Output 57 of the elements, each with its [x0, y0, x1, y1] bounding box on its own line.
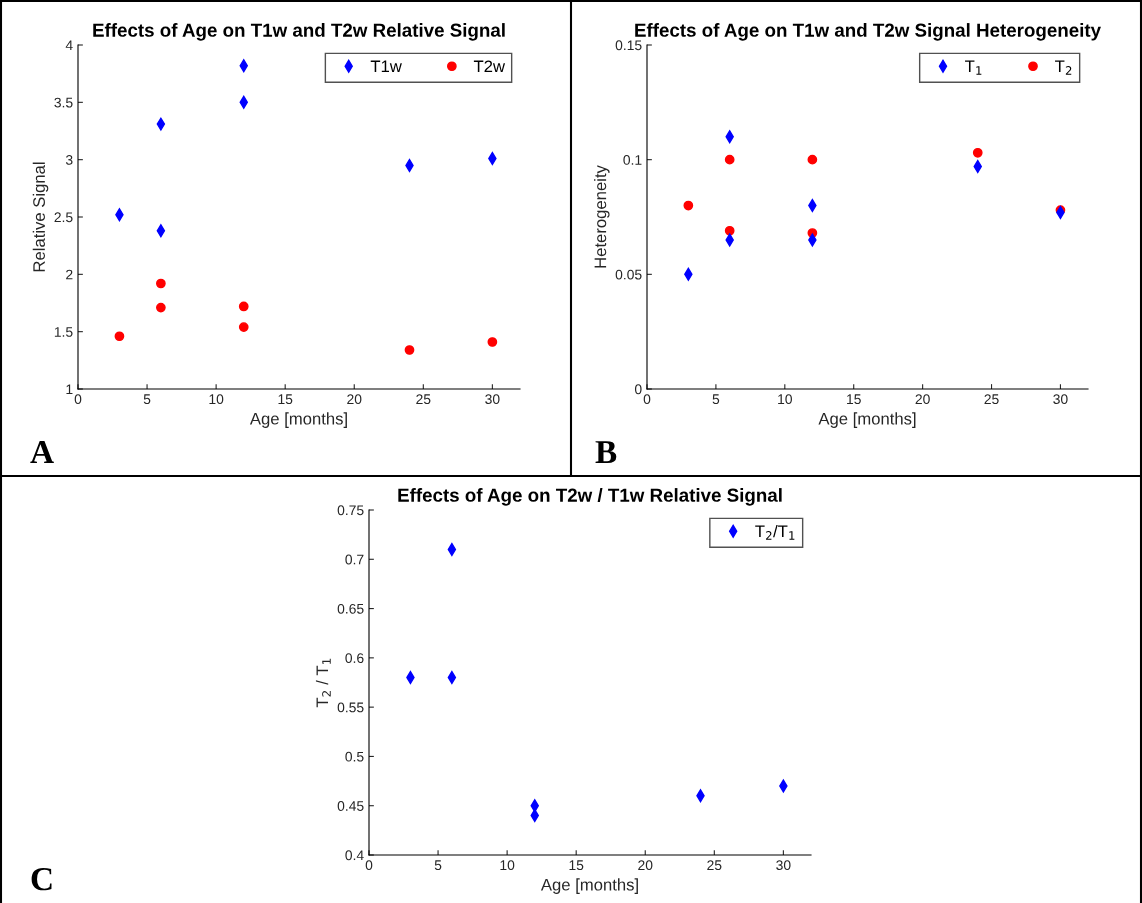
y-tick-label: 0.15	[615, 40, 642, 51]
legend-label: T1w	[370, 60, 402, 73]
y-tick-label: 0.75	[337, 505, 364, 516]
y-axis-title: Relative Signal	[32, 162, 49, 272]
x-axis-title: Age [months]	[540, 878, 638, 894]
x-tick-label: 0	[365, 860, 373, 871]
y-tick-label: 1	[66, 384, 73, 395]
y-tick-label: 0.4	[345, 850, 364, 861]
x-tick-label: 30	[485, 394, 500, 405]
legend-label: T$_{2}$/T$_{1}$	[755, 524, 795, 540]
text: A	[30, 440, 54, 463]
x-axis-title: Age [months]	[249, 412, 347, 428]
x-tick-label: 10	[500, 860, 515, 871]
y-axis-title: Heterogeneity	[594, 165, 610, 268]
x-tick-label: 20	[347, 394, 362, 405]
chart-title: Effects of Age on T1w and T2w Signal Heterogeneity	[635, 23, 1101, 41]
x-tick-label: 25	[416, 394, 431, 405]
y-tick-label: 3	[65, 155, 73, 165]
x-tick-label: 5	[434, 860, 442, 871]
chart-title: Effects of Age on T2w / T1w Relative Signal	[398, 488, 782, 506]
legend-label: T$_{2}$	[1055, 60, 1072, 75]
y-tick-label: 0.45	[337, 801, 364, 811]
x-tick-label: 15	[278, 394, 293, 405]
x-tick-label: 10	[778, 394, 792, 405]
x-tick-label: 25	[984, 394, 999, 405]
y-tick-label: 3.5	[54, 97, 73, 108]
y-tick-label: 0	[634, 384, 642, 395]
x-tick-label: 0	[74, 394, 82, 405]
x-tick-label: 0	[643, 394, 651, 405]
y-tick-label: 0.1	[623, 155, 642, 165]
x-axis-title: Age [months]	[818, 412, 916, 428]
x-tick-label: 15	[569, 860, 584, 871]
text: B	[595, 441, 617, 464]
x-tick-label: 5	[712, 394, 720, 405]
x-tick-label: 20	[638, 860, 653, 871]
y-tick-label: 0.6	[345, 653, 364, 664]
x-tick-label: 30	[1053, 394, 1068, 405]
x-tick-label: 20	[915, 394, 930, 405]
y-tick-label: 0.05	[615, 269, 642, 280]
text: C	[31, 867, 52, 891]
y-tick-label: 0.65	[337, 603, 364, 614]
y-tick-label: 0.5	[345, 751, 364, 762]
x-tick-label: 10	[209, 394, 224, 405]
y-tick-label: 0.7	[345, 554, 364, 565]
legend-label: T2w	[473, 60, 506, 73]
y-tick-label: 2.5	[54, 212, 73, 223]
legend-label: T$_{1}$	[965, 60, 982, 75]
y-tick-label: 2	[66, 269, 73, 280]
chart-title: Effects of Age on T1w and T2w Relative Signal	[93, 23, 505, 41]
x-tick-label: 25	[707, 860, 722, 871]
y-tick-label: 0.55	[337, 702, 364, 713]
x-tick-label: 30	[776, 860, 791, 871]
y-axis-title: T$_{2}$ / T$_{1}$	[315, 658, 331, 708]
y-tick-label: 4	[65, 40, 73, 51]
y-tick-label: 1.5	[54, 327, 73, 337]
x-tick-label: 5	[143, 394, 151, 405]
x-tick-label: 15	[847, 394, 861, 405]
